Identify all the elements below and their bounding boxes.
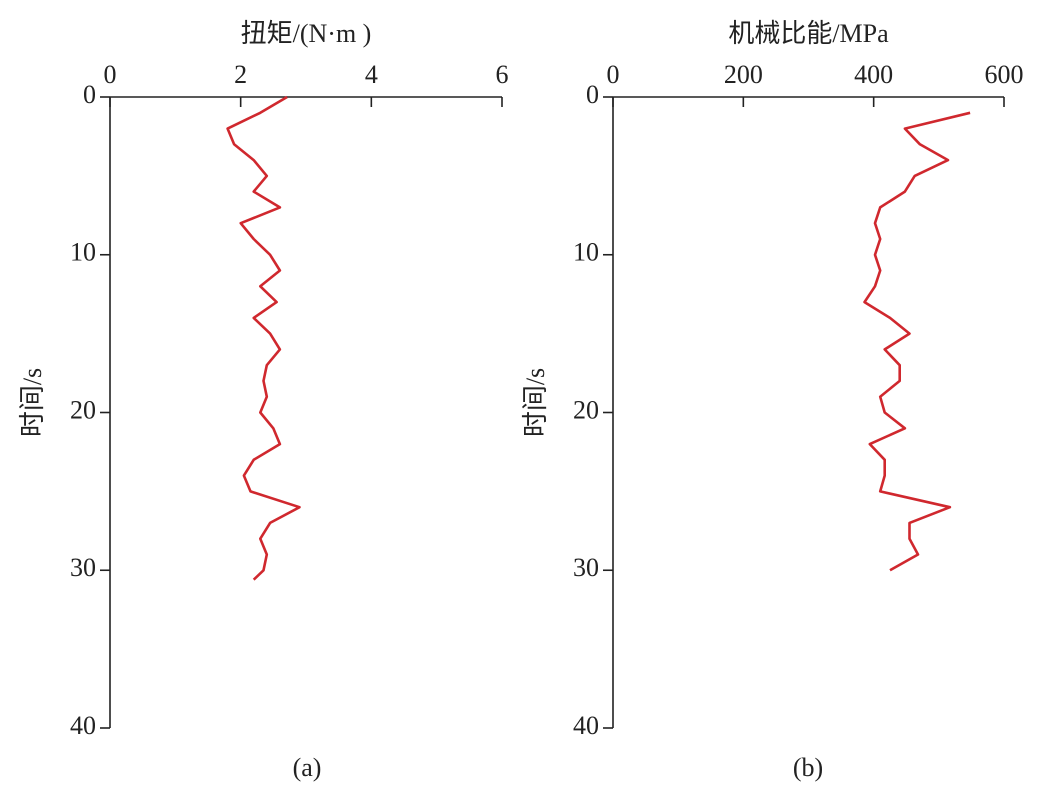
time-tick-label: 0 bbox=[83, 80, 96, 109]
data-line bbox=[226, 95, 301, 581]
value-tick-label: 4 bbox=[365, 60, 378, 89]
time-axis-title: 时间/s bbox=[521, 368, 550, 437]
time-tick-label: 30 bbox=[573, 553, 599, 582]
value-tick-label: 0 bbox=[607, 60, 620, 89]
time-axis-title: 时间/s bbox=[18, 368, 47, 437]
time-tick-label: 30 bbox=[70, 553, 96, 582]
value-tick-label: 2 bbox=[234, 60, 247, 89]
time-tick-label: 40 bbox=[70, 711, 96, 740]
data-line bbox=[863, 111, 971, 572]
time-tick-label: 0 bbox=[586, 80, 599, 109]
value-tick-label: 400 bbox=[854, 60, 893, 89]
value-tick-label: 6 bbox=[496, 60, 509, 89]
caption: (b) bbox=[793, 753, 823, 782]
value-axis-title: 机械比能/MPa bbox=[728, 19, 889, 48]
time-tick-label: 20 bbox=[70, 395, 96, 424]
time-tick-label: 40 bbox=[573, 711, 599, 740]
caption: (a) bbox=[293, 753, 322, 782]
time-tick-label: 20 bbox=[573, 395, 599, 424]
value-tick-label: 0 bbox=[104, 60, 117, 89]
time-tick-label: 10 bbox=[70, 238, 96, 267]
value-tick-label: 200 bbox=[724, 60, 763, 89]
time-tick-label: 10 bbox=[573, 238, 599, 267]
value-tick-label: 600 bbox=[985, 60, 1024, 89]
value-axis-title: 扭矩/(N·m ) bbox=[241, 19, 372, 48]
